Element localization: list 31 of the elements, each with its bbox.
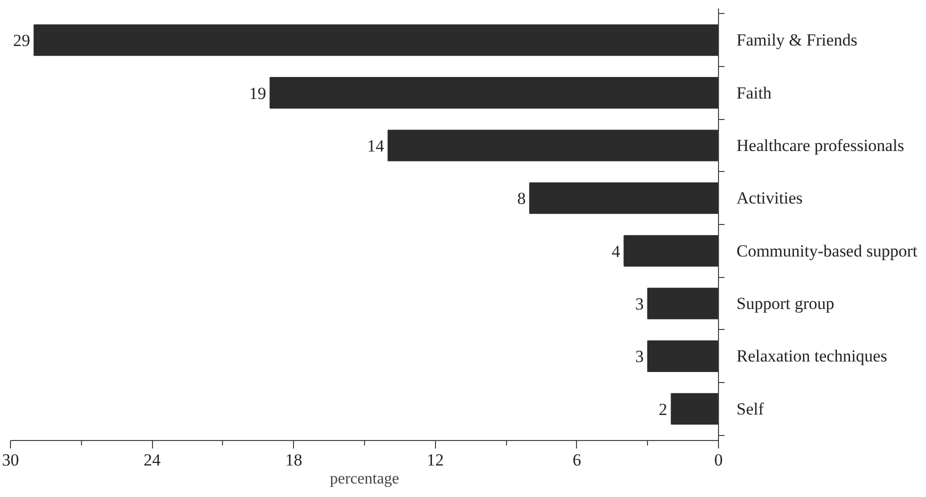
data-label: 3 — [635, 347, 644, 366]
bar — [34, 24, 718, 56]
y-tick-label: Self — [736, 399, 764, 418]
data-label: 29 — [13, 31, 30, 50]
bar — [388, 130, 718, 162]
x-tick-label: 6 — [572, 450, 582, 470]
y-tick-label: Support group — [736, 294, 834, 314]
y-tick-label: Healthcare professionals — [736, 136, 904, 155]
y-tick-label: Faith — [736, 83, 772, 102]
bar — [647, 288, 718, 320]
y-tick-label: Community-based support — [736, 241, 918, 260]
bar — [270, 77, 718, 109]
data-label: 8 — [517, 189, 526, 208]
data-label: 14 — [367, 136, 385, 156]
data-label: 4 — [612, 242, 621, 261]
bar — [529, 182, 718, 214]
bar — [647, 340, 718, 372]
data-label: 19 — [249, 84, 266, 103]
bar — [670, 393, 718, 425]
x-tick-label: 24 — [144, 450, 162, 470]
y-tick-label: Activities — [736, 188, 803, 208]
x-tick-label: 30 — [2, 450, 19, 470]
data-label: 3 — [635, 294, 644, 314]
y-tick-label: Relaxation techniques — [736, 346, 888, 366]
x-tick-label: 18 — [285, 450, 302, 470]
data-label: 2 — [658, 400, 668, 419]
bar — [624, 235, 718, 267]
x-axis-title: percentage — [330, 470, 400, 488]
x-tick-label: 12 — [426, 450, 444, 470]
y-tick-label: Family & Friends — [736, 30, 858, 50]
x-tick-label: 0 — [714, 450, 723, 470]
